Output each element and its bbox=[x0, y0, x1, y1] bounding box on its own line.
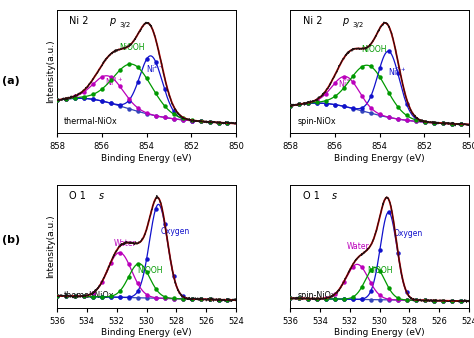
Text: spin-NiOx: spin-NiOx bbox=[297, 291, 336, 300]
Text: NiOOH: NiOOH bbox=[119, 43, 145, 51]
Text: Ni$^{3+}$: Ni$^{3+}$ bbox=[105, 75, 123, 88]
Text: Ni 2: Ni 2 bbox=[302, 16, 322, 26]
X-axis label: Binding Energy (eV): Binding Energy (eV) bbox=[334, 154, 425, 163]
X-axis label: Binding Energy (eV): Binding Energy (eV) bbox=[101, 154, 192, 163]
Text: Water: Water bbox=[114, 239, 137, 248]
Text: NiOOH: NiOOH bbox=[137, 266, 163, 275]
Text: spin-NiOx: spin-NiOx bbox=[297, 117, 336, 126]
Y-axis label: Intensity(a.u.): Intensity(a.u.) bbox=[46, 40, 55, 103]
X-axis label: Binding Energy (eV): Binding Energy (eV) bbox=[101, 329, 192, 337]
Text: Ni 2: Ni 2 bbox=[69, 16, 89, 26]
Text: O 1: O 1 bbox=[302, 191, 319, 201]
Text: (a): (a) bbox=[2, 76, 20, 86]
Text: themal-NiOx: themal-NiOx bbox=[64, 291, 115, 300]
Text: Water: Water bbox=[346, 242, 369, 250]
Text: Ni$^{2+}$: Ni$^{2+}$ bbox=[146, 63, 164, 75]
Text: Oxygen: Oxygen bbox=[161, 227, 190, 236]
Text: 3/2: 3/2 bbox=[119, 22, 131, 28]
Text: thermal-NiOx: thermal-NiOx bbox=[64, 117, 118, 126]
X-axis label: Binding Energy (eV): Binding Energy (eV) bbox=[334, 329, 425, 337]
Text: O 1: O 1 bbox=[69, 191, 86, 201]
Text: Oxygen: Oxygen bbox=[394, 230, 423, 238]
Text: NiOOH: NiOOH bbox=[362, 45, 387, 54]
Text: s: s bbox=[332, 191, 337, 201]
Text: s: s bbox=[99, 191, 104, 201]
Text: p: p bbox=[342, 16, 348, 26]
Text: p: p bbox=[109, 16, 115, 26]
Text: Ni$^{3+}$: Ni$^{3+}$ bbox=[338, 78, 356, 90]
Text: (b): (b) bbox=[2, 235, 20, 245]
Text: 3/2: 3/2 bbox=[353, 22, 364, 28]
Text: NiOOH: NiOOH bbox=[367, 266, 392, 275]
Y-axis label: Intensity(a.u.): Intensity(a.u.) bbox=[46, 214, 55, 278]
Text: Ni$^{2+}$: Ni$^{2+}$ bbox=[388, 65, 407, 78]
